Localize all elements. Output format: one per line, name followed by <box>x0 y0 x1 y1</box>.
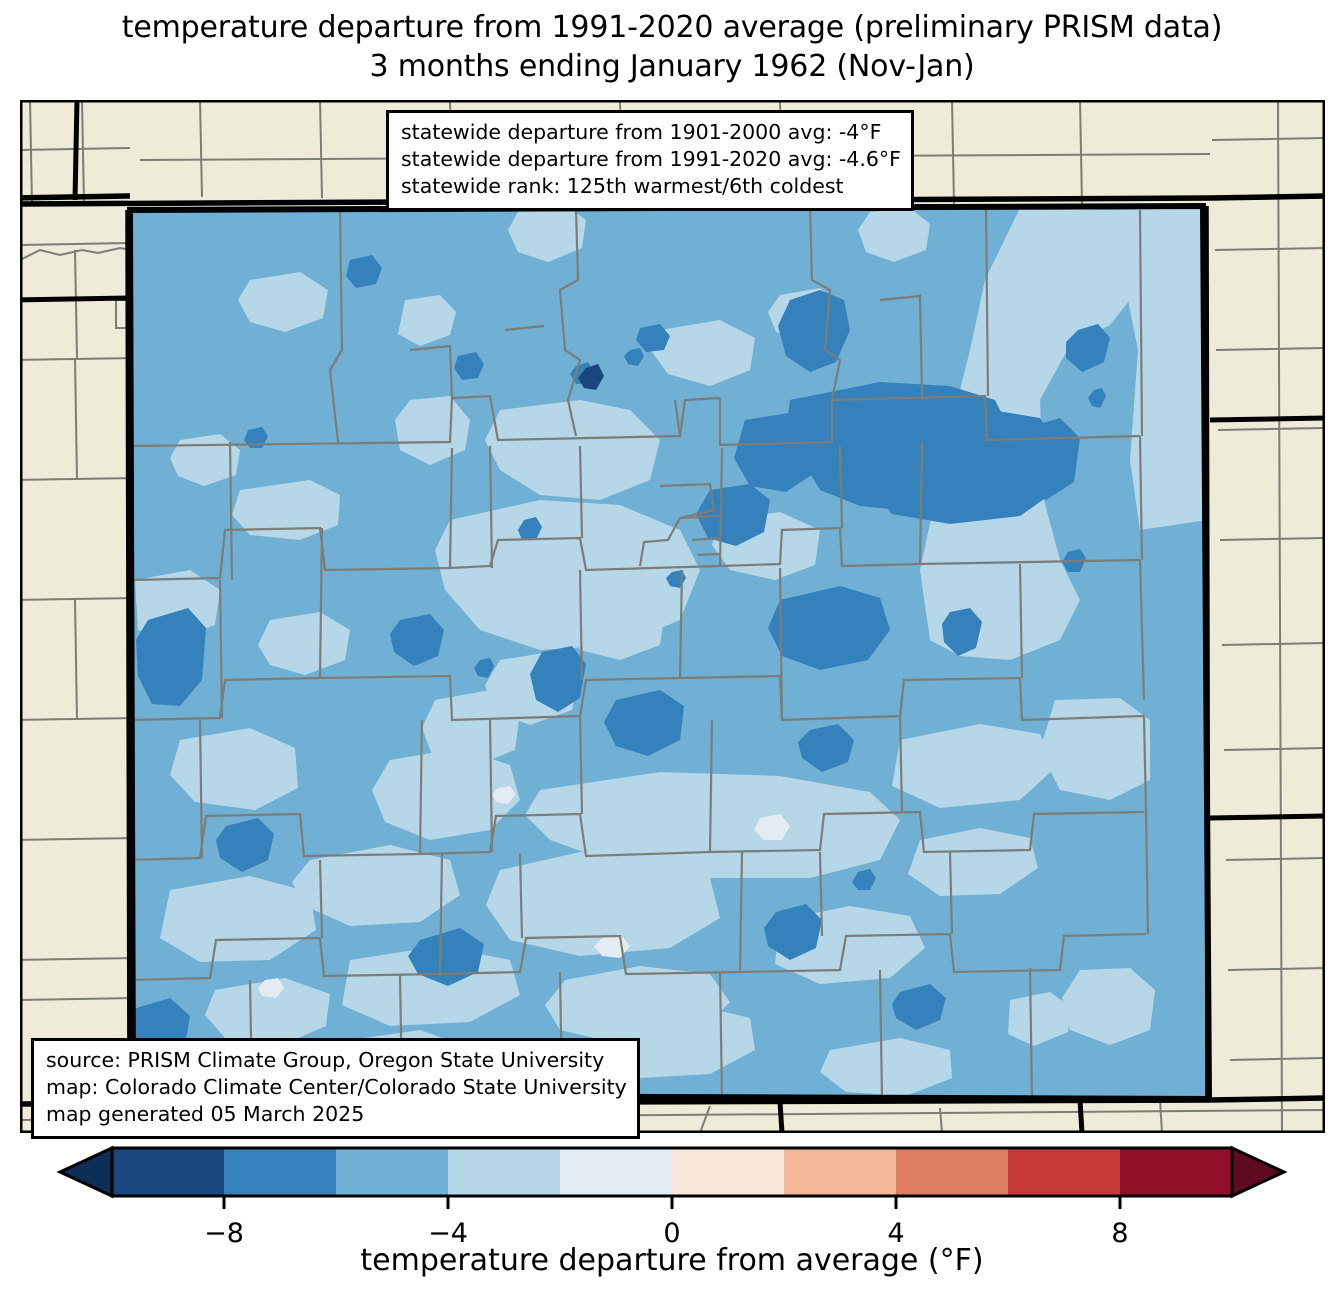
west-state-line <box>125 209 133 1097</box>
ut-wy-line <box>20 295 131 303</box>
colorbar-tick-label: −8 <box>204 1218 244 1245</box>
colorbar-band <box>112 1148 224 1196</box>
nm-ok-border <box>777 1101 785 1133</box>
colorbar: −8 −4 0 4 8 <box>56 1145 1288 1245</box>
source-line: source: PRISM Climate Group, Oregon Stat… <box>46 1048 605 1072</box>
colorbar-band <box>784 1148 896 1196</box>
colorbar-band <box>896 1148 1008 1196</box>
colorbar-ticks: −8 −4 0 4 8 <box>204 1196 1129 1245</box>
colorbar-band <box>560 1148 672 1196</box>
colorbar-tick-label: 4 <box>887 1218 904 1245</box>
map-panel <box>20 100 1325 1133</box>
statewide-rank: statewide rank: 125th warmest/6th coldes… <box>401 174 844 198</box>
east-state-line <box>1203 205 1211 1101</box>
ok-tx-border <box>1077 1099 1085 1133</box>
map-layers <box>20 100 1325 1133</box>
colorbar-band <box>336 1148 448 1196</box>
colorbar-band <box>448 1148 560 1196</box>
colorbar-panel: −8 −4 0 4 8 <box>0 1140 1344 1300</box>
colorbar-under-arrow <box>56 1145 114 1199</box>
colorbar-tick-label: 8 <box>1111 1218 1128 1245</box>
colorbar-over-arrow <box>1230 1145 1288 1199</box>
ks-ok-border <box>1209 813 1325 821</box>
colorbar-tick-label: 0 <box>663 1218 680 1245</box>
bin-minus10-to-minus8-patches <box>578 364 604 390</box>
wy-ut-border-n <box>20 193 131 201</box>
title-line-2: 3 months ending January 1962 (Nov-Jan) <box>369 49 975 84</box>
title-line-1: temperature departure from 1991-2020 ave… <box>121 10 1223 45</box>
page-title: temperature departure from 1991-2020 ave… <box>0 8 1344 86</box>
statewide-departure-1901-2000: statewide departure from 1901-2000 avg: … <box>401 120 882 144</box>
colorbar-bands <box>56 1145 1288 1199</box>
ne-ks-border <box>1209 415 1325 423</box>
colorbar-band <box>672 1148 784 1196</box>
statewide-departure-1991-2020: statewide departure from 1991-2020 avg: … <box>401 147 901 171</box>
bin-minus2-to-0-patches <box>258 786 790 998</box>
neighbor-county-lines <box>20 100 1325 1133</box>
map-credit-line: map: Colorado Climate Center/Colorado St… <box>46 1075 627 1099</box>
source-credit-box: source: PRISM Climate Group, Oregon Stat… <box>31 1038 640 1139</box>
colorbar-band <box>1120 1148 1232 1196</box>
colorbar-axis-label: temperature departure from average (°F) <box>360 1243 984 1278</box>
statewide-stats-box: statewide departure from 1901-2000 avg: … <box>386 110 914 211</box>
colorado-anomaly-map <box>20 100 1325 1133</box>
colorbar-band <box>1008 1148 1120 1196</box>
colorbar-band <box>224 1148 336 1196</box>
map-generated-line: map generated 05 March 2025 <box>46 1102 365 1126</box>
anomaly-contours <box>130 206 1209 1099</box>
id-wy-border <box>72 100 80 201</box>
colorado-county-lines <box>130 207 1150 1099</box>
colorbar-tick-label: −4 <box>428 1218 468 1245</box>
